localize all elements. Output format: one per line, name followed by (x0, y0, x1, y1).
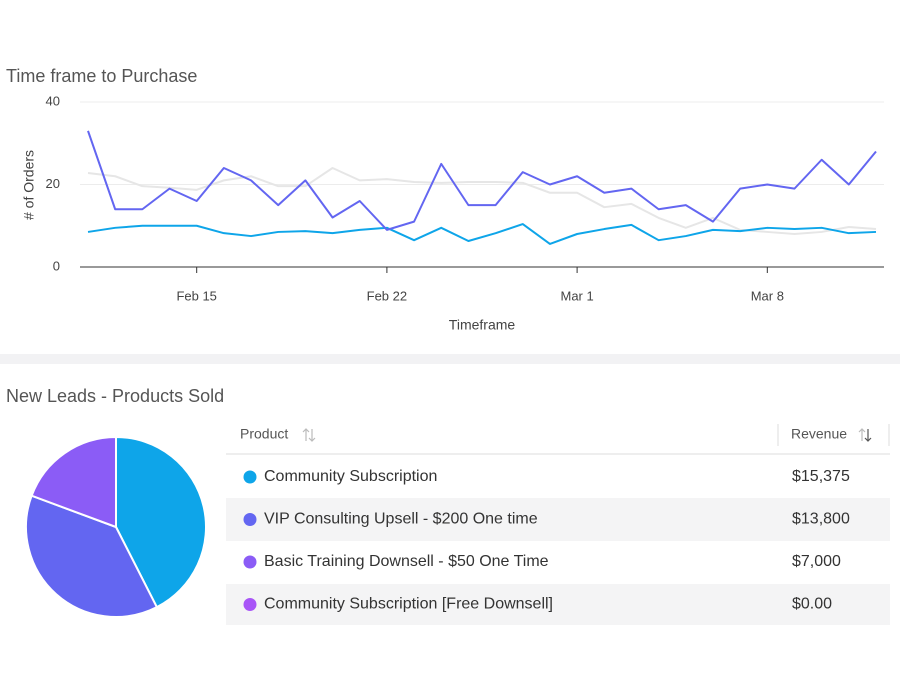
pie-slice (30, 435, 117, 529)
pie-slice (115, 435, 207, 609)
line-series (87, 223, 877, 245)
revenue: $0.00 (792, 596, 832, 613)
x-tick-label: Feb 15 (176, 288, 216, 303)
revenue: $15,375 (792, 468, 850, 485)
product-name: VIP Consulting Upsell - $200 One time (264, 511, 538, 528)
chart-title: Time frame to Purchase (6, 66, 197, 86)
row-background (226, 498, 890, 541)
legend-dot (243, 555, 257, 569)
pie-slice (25, 494, 159, 618)
sort-icon[interactable] (302, 428, 316, 442)
x-tick-label: Mar 8 (751, 288, 784, 303)
revenue: $7,000 (792, 553, 841, 570)
legend-dot (243, 513, 257, 526)
x-tick-label: Feb 22 (367, 288, 407, 303)
row-background (226, 584, 890, 625)
product-name: Basic Training Downsell - $50 One Time (264, 553, 549, 570)
line-series (87, 130, 877, 231)
x-axis-label: Timeframe (449, 317, 516, 333)
product-name: Community Subscription (264, 468, 437, 485)
column-header[interactable]: Product (240, 426, 288, 442)
sort-icon[interactable] (858, 428, 872, 442)
column-header[interactable]: Revenue (791, 426, 847, 442)
y-tick-label: 20 (46, 176, 60, 191)
legend-dot (243, 470, 257, 484)
y-tick-label: 0 (53, 258, 60, 273)
y-tick-label: 40 (46, 93, 60, 108)
section-title: New Leads - Products Sold (6, 386, 224, 406)
product-name: Community Subscription [Free Downsell] (264, 596, 553, 613)
y-axis-label: # of Orders (21, 150, 37, 220)
line-series (87, 167, 877, 235)
legend-dot (243, 598, 257, 611)
revenue: $13,800 (792, 511, 850, 528)
x-tick-label: Mar 1 (560, 288, 593, 303)
section-divider (0, 354, 900, 364)
